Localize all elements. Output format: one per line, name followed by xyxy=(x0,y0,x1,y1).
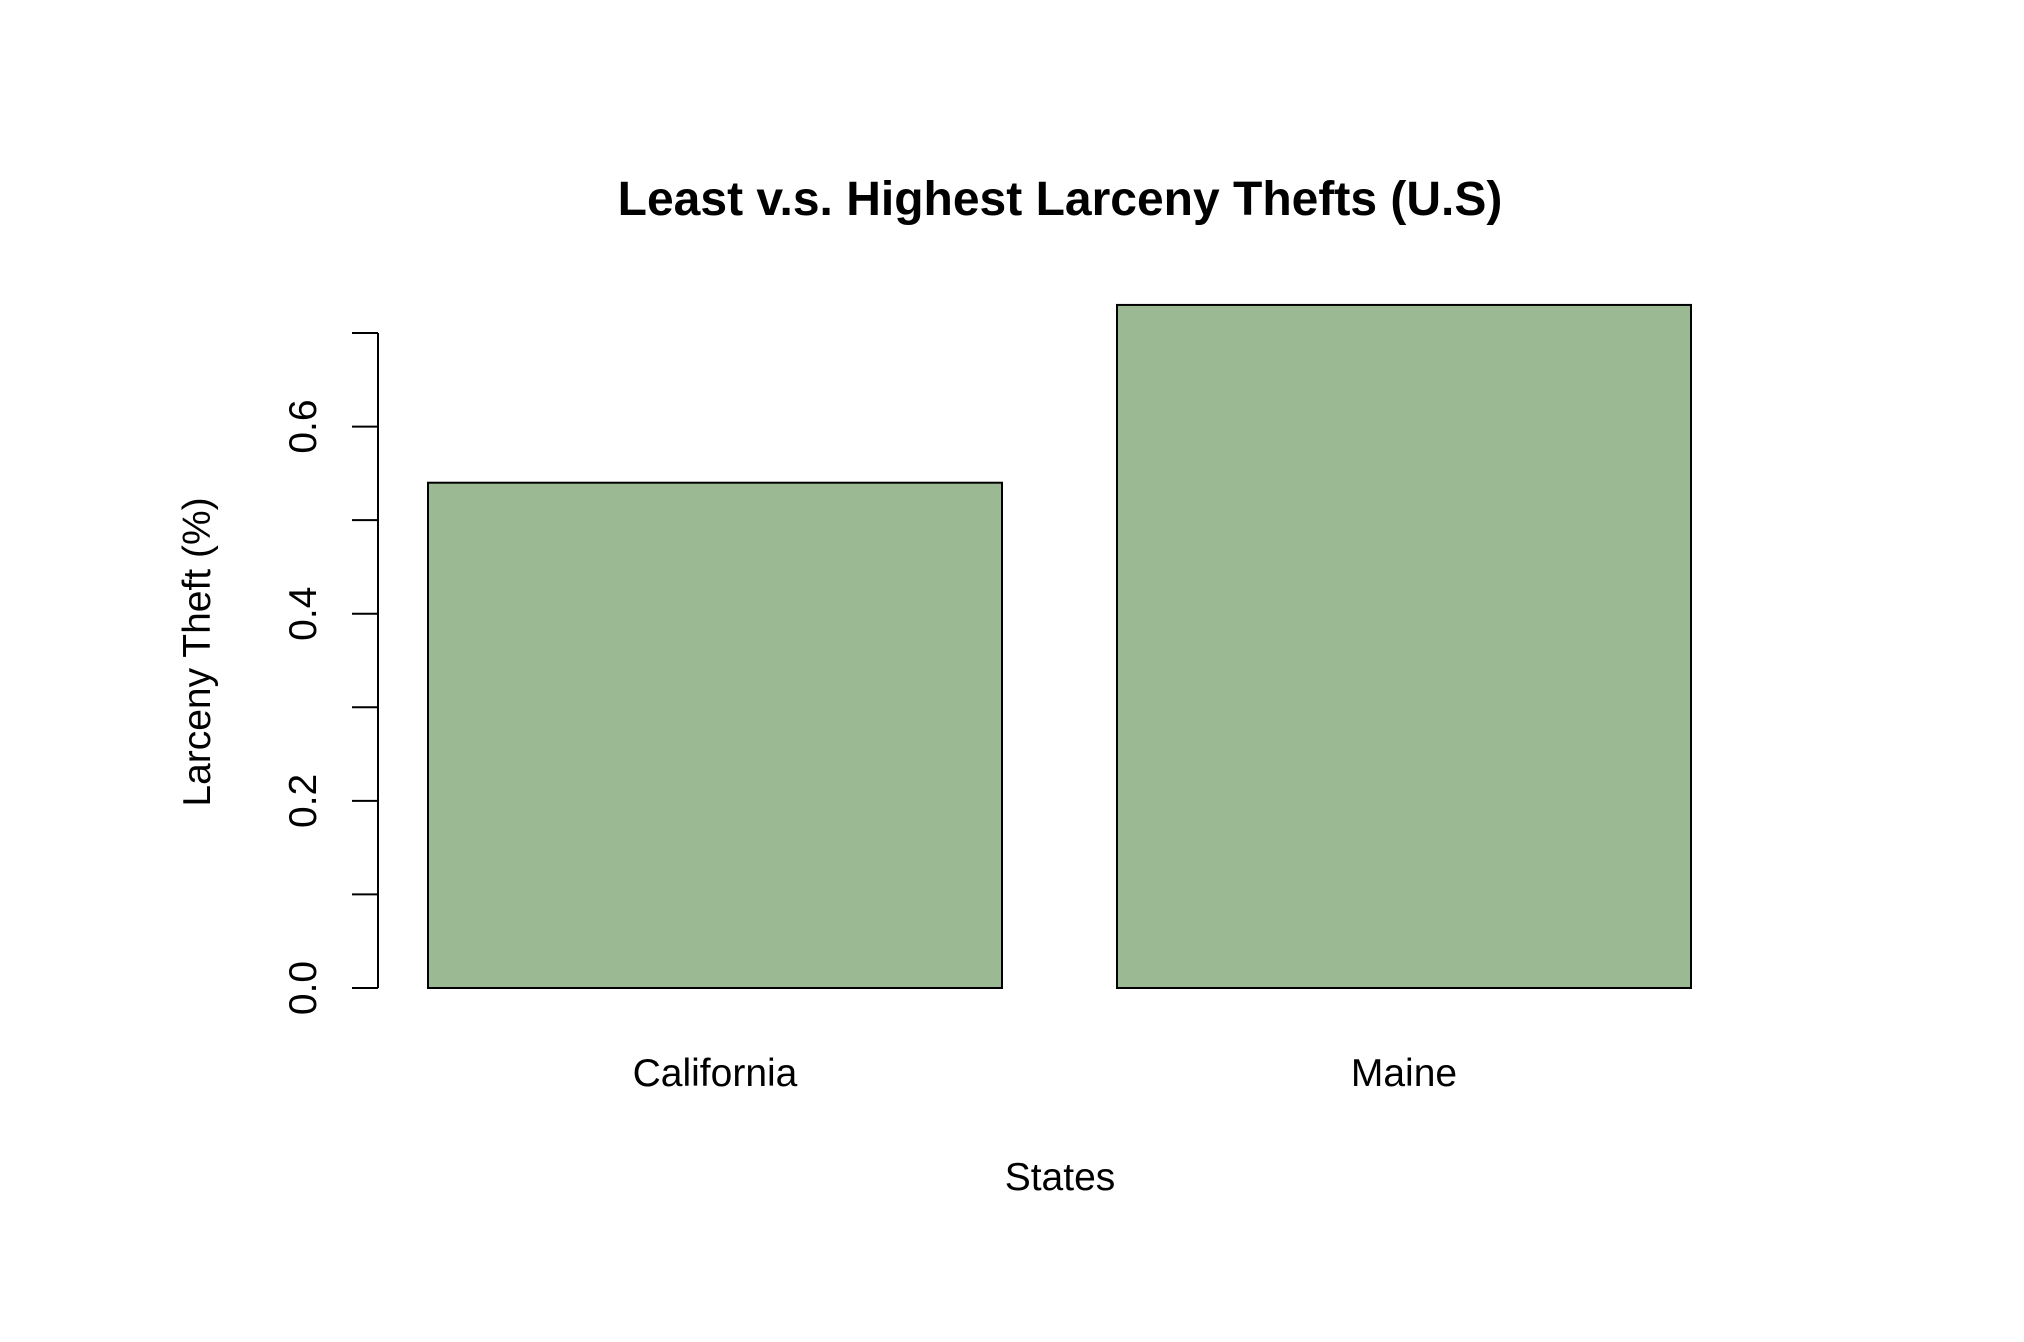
y-tick-label: 0.2 xyxy=(282,774,325,828)
y-axis-label: Larceny Theft (%) xyxy=(176,497,219,806)
x-tick-label: California xyxy=(633,1052,798,1095)
bar-maine xyxy=(1116,303,1692,989)
x-tick-label: Maine xyxy=(1351,1052,1457,1095)
y-tick-label: 0.0 xyxy=(282,961,325,1015)
bar-california xyxy=(427,481,1003,989)
bars xyxy=(427,303,1692,989)
chart-title: Least v.s. Highest Larceny Thefts (U.S) xyxy=(618,173,1503,226)
y-tick-label: 0.4 xyxy=(282,587,325,641)
x-axis-label: States xyxy=(1005,1156,1116,1199)
y-axis: 0.0 0.2 0.4 0.6 xyxy=(282,332,379,1015)
y-tick-label: 0.6 xyxy=(282,399,325,453)
x-axis-tick-labels: California Maine xyxy=(633,1052,1457,1095)
